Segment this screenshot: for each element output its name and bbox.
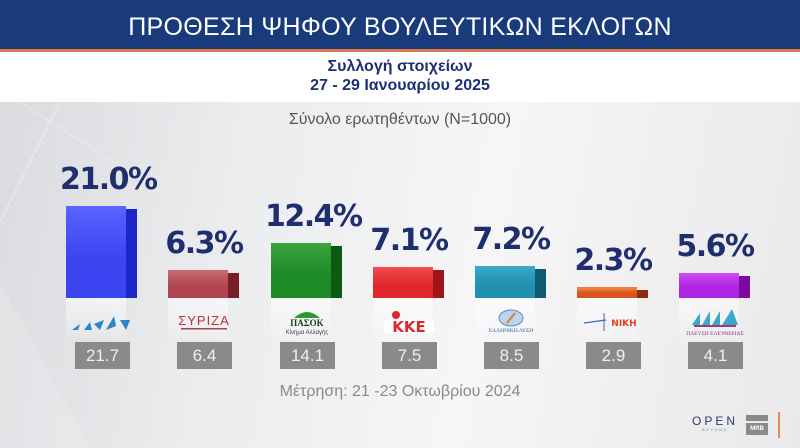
sample-size-label: Σύνολο ερωτηθέντων (N=1000) [288,111,512,128]
bar-column: 6.3% ΣΥΡΙΖΑ 6.4 [165,0,268,448]
page-title: ΠΡΟΘΕΣΗ ΨΗΦΟΥ ΒΟΥΛΕΥΤΙΚΩΝ ΕΚΛΟΓΩΝ [128,13,672,41]
bar-reflection [577,298,637,338]
open-beyond-logo: OPEN BEYOND [690,415,740,432]
subtitle-band: Συλλογή στοιχείων 27 - 29 Ιανουαρίου 202… [0,52,800,102]
bar-column: 7.2% ΕΛΛΗΝΙΚΗ ΛΥΣΗ 8.5 [472,0,575,448]
subtitle-line-1: Συλλογή στοιχείων [327,58,473,75]
party-logo-icon: ΠΑΣΟΚ Κίνημα Αλλαγής [271,308,342,336]
previous-value-box: 21.7 [75,342,130,369]
party-logo-icon: ΠΛΕΥΣΗ ΕΛΕΥΘΕΡΙΑΣ [679,308,750,337]
svg-text:Κίνημα Αλλαγής: Κίνημα Αλλαγής [285,329,328,336]
bar-column: 12.4% ΠΑΣΟΚ Κίνημα Αλλαγής 14.1 [265,0,371,448]
bar-value-label: 2.3% [574,243,653,278]
svg-text:ΚΚΕ: ΚΚΕ [392,318,426,335]
open-logo-subtext: BEYOND [702,427,728,432]
bar [679,273,750,298]
party-logo-icon: ΝΙΚΗ [577,308,648,336]
svg-text:ΠΑΣΟΚ: ΠΑΣΟΚ [290,318,323,328]
svg-text:ΠΛΕΥΣΗ ΕΛΕΥΘΕΡΙΑΣ: ΠΛΕΥΣΗ ΕΛΕΥΘΕΡΙΑΣ [686,331,743,337]
bar-value-label: 7.1% [370,223,449,258]
bar-value-label: 6.3% [165,226,244,261]
mrb-logo-text: MRB [746,423,768,435]
bar [577,287,648,298]
mrb-logo: MRB [746,415,768,437]
bar [373,267,444,298]
svg-text:ΝΙΚΗ: ΝΙΚΗ [611,319,636,329]
bar-column: 21.0% 21.7 [60,0,166,448]
bar-reflection [66,298,126,338]
bar-value-label: 5.6% [676,229,755,264]
bar-reflection [168,298,228,338]
bar [66,206,137,298]
previous-measurement-label: Μέτρηση: 21 -23 Οκτωβρίου 2024 [279,383,521,400]
bar-value-label: 7.2% [472,222,551,257]
bar-value-label: 21.0% [60,162,158,197]
previous-value-box: 2.9 [586,342,641,369]
previous-value-box: 4.1 [688,342,743,369]
previous-value-box: 7.5 [382,342,437,369]
brand-divider [778,412,780,438]
party-logo-icon [66,308,137,336]
party-logo-icon: ΣΥΡΙΖΑ [168,308,239,336]
header-banner: ΠΡΟΘΕΣΗ ΨΗΦΟΥ ΒΟΥΛΕΥΤΙΚΩΝ ΕΚΛΟΓΩΝ [0,0,800,52]
open-logo-text: OPEN [691,414,738,428]
bar-column: 2.3% ΝΙΚΗ 2.9 [574,0,677,448]
svg-text:ΕΛΛΗΝΙΚΗ ΛΥΣΗ: ΕΛΛΗΝΙΚΗ ΛΥΣΗ [488,328,532,334]
bar-value-label: 12.4% [265,199,363,234]
bar-column: 5.6% ΠΛΕΥΣΗ ΕΛΕΥΘΕΡΙΑΣ 4.1 [676,0,779,448]
party-logo-icon: ΚΚΕ [373,308,444,336]
subtitle-line-2: 27 - 29 Ιανουαρίου 2025 [310,77,490,94]
bar [475,266,546,298]
svg-text:ΣΥΡΙΖΑ: ΣΥΡΙΖΑ [178,313,230,328]
bar [271,243,342,298]
previous-value-box: 6.4 [177,342,232,369]
bar [168,270,239,298]
bar-column: 7.1% ΚΚΕ 7.5 [370,0,473,448]
previous-value-box: 8.5 [484,342,539,369]
party-logo-icon: ΕΛΛΗΝΙΚΗ ΛΥΣΗ [475,308,546,336]
previous-value-box: 14.1 [280,342,335,369]
